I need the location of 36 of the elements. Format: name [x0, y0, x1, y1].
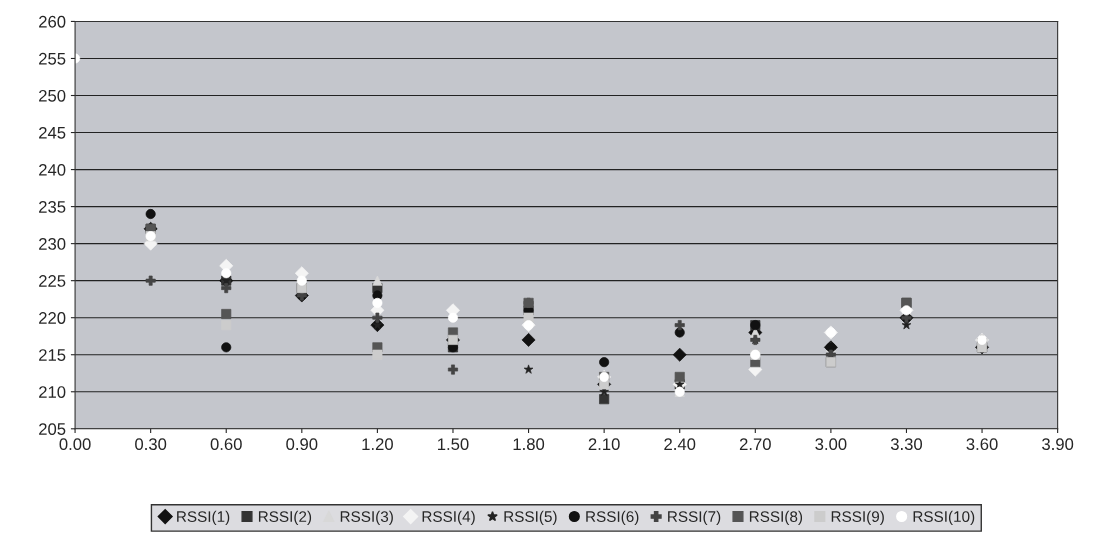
x-tick-label: 1.80 — [513, 438, 545, 451]
x-tick-label: 2.70 — [739, 438, 771, 451]
x-tick-label: 0.60 — [210, 438, 242, 451]
legend-label: RSSI(9) — [831, 510, 884, 526]
x-tick-label: 0.00 — [59, 438, 91, 451]
legend-label: RSSI(5) — [504, 510, 557, 526]
legend-label: RSSI(6) — [586, 510, 639, 526]
legend-label: RSSI(4) — [422, 510, 475, 526]
x-tick-label: 2.10 — [588, 438, 620, 451]
y-tick-label: 210 — [39, 386, 66, 398]
y-tick-label: 245 — [39, 126, 66, 139]
legend-label: RSSI(10) — [913, 510, 975, 526]
y-tick-label: 235 — [39, 201, 66, 213]
legend-label: RSSI(2) — [258, 510, 312, 526]
y-tick-label: 230 — [39, 238, 66, 250]
legend-label: RSSI(8) — [749, 510, 803, 526]
x-tick-label: 0.30 — [135, 438, 167, 451]
legend-label: RSSI(7) — [668, 510, 721, 526]
y-tick-label: 250 — [39, 89, 66, 102]
x-tick-label: 3.90 — [1042, 438, 1074, 451]
x-tick-label: 0.90 — [286, 438, 318, 451]
x-tick-label: 3.00 — [815, 438, 847, 451]
y-tick-label: 220 — [39, 312, 66, 324]
x-tick-label: 3.60 — [966, 438, 998, 451]
y-tick-label: 215 — [39, 349, 66, 361]
x-tick-label: 1.20 — [362, 438, 393, 451]
y-tick-label: 260 — [39, 15, 66, 28]
x-tick-label: 3.30 — [890, 438, 923, 451]
y-tick-label: 205 — [39, 423, 66, 435]
y-tick-label: 255 — [39, 52, 66, 65]
legend-label: RSSI(1) — [177, 510, 230, 526]
y-tick-label: 225 — [39, 275, 66, 287]
y-tick-label: 240 — [39, 163, 66, 176]
x-tick-label: 2.40 — [664, 438, 696, 451]
x-tick-label: 1.50 — [438, 438, 469, 451]
legend-label: RSSI(3) — [340, 510, 393, 526]
